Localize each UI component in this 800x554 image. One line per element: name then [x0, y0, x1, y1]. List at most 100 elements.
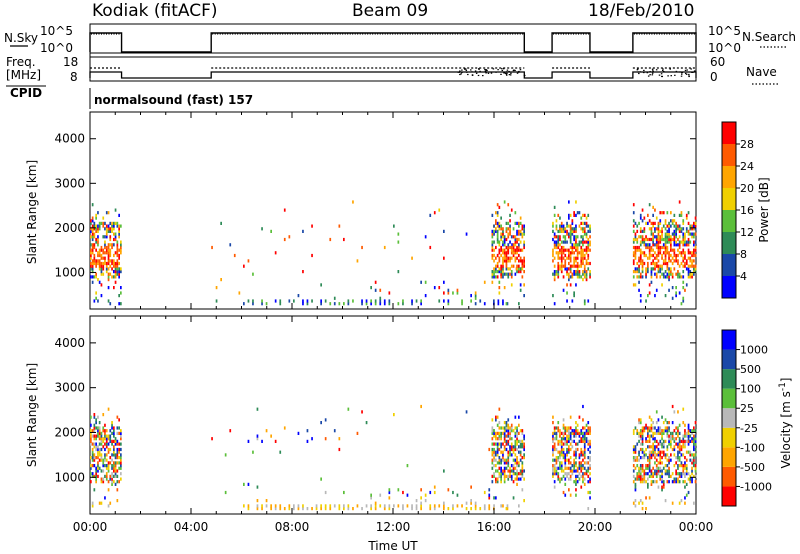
velocity-cell — [568, 426, 570, 430]
power-cell — [91, 275, 94, 279]
power-cell — [514, 259, 517, 263]
velocity-cell — [562, 423, 565, 427]
velocity-cell — [670, 437, 672, 441]
power-cell — [479, 299, 482, 303]
power-cell — [671, 248, 674, 252]
velocity-cell — [650, 456, 653, 460]
velocity-cell — [516, 461, 518, 465]
velocity-cell — [120, 447, 122, 452]
power-cell — [677, 253, 679, 258]
power-cell — [483, 302, 486, 306]
power-cell — [560, 227, 563, 231]
power-cell — [652, 240, 654, 244]
power-cell — [659, 211, 662, 215]
velocity-cell — [589, 490, 591, 495]
velocity-cell — [491, 450, 494, 454]
velocity-cell — [97, 474, 99, 478]
power-cell — [507, 267, 510, 271]
power-cell — [424, 235, 427, 239]
velocity-cell — [664, 464, 667, 468]
power-cell — [111, 245, 113, 250]
velocity-cell — [673, 445, 676, 449]
power-cell — [114, 237, 117, 242]
power-cell — [639, 240, 642, 244]
velocity-cell — [553, 466, 556, 470]
power-cell — [573, 256, 575, 260]
power-cell — [632, 224, 635, 228]
velocity-cell — [557, 442, 560, 446]
power-cell — [91, 243, 94, 247]
velocity-cell — [587, 469, 590, 473]
power-cell — [100, 245, 103, 250]
velocity-cell — [495, 496, 497, 500]
power-cell — [557, 256, 560, 260]
power-cell — [636, 240, 639, 244]
power-cell — [670, 270, 672, 274]
power-cell — [639, 294, 642, 298]
power-cell — [97, 237, 99, 242]
velocity-cell — [668, 442, 670, 446]
velocity-cell — [552, 439, 554, 443]
power-cell — [639, 216, 642, 220]
velocity-cell — [498, 461, 501, 465]
velocity-cell — [564, 426, 567, 430]
velocity-cell — [582, 474, 584, 478]
power-cell — [634, 232, 637, 236]
power-cell — [691, 272, 693, 276]
power-colorbar-band — [722, 166, 736, 188]
power-cell — [568, 248, 570, 252]
power-cell — [666, 229, 669, 233]
velocity-cell — [638, 453, 640, 457]
power-cell — [578, 270, 581, 274]
velocity-cell — [639, 477, 642, 481]
velocity-cell — [100, 477, 103, 481]
velocity-cell — [93, 413, 96, 417]
velocity-cell — [114, 456, 117, 460]
power-cell — [498, 291, 501, 295]
velocity-cell — [370, 493, 372, 497]
power-cell — [647, 221, 649, 225]
power-cell — [502, 267, 504, 271]
velocity-ytick-label: 3000 — [54, 381, 85, 395]
power-cell — [311, 253, 313, 258]
nave-scatter-point — [485, 69, 487, 71]
velocity-cell — [420, 501, 422, 505]
power-cell — [107, 251, 110, 255]
nave-scatter-point — [461, 69, 463, 71]
velocity-cell — [114, 466, 117, 470]
nave-scatter-point — [458, 71, 460, 73]
velocity-cell — [582, 477, 584, 481]
velocity-cell — [95, 418, 97, 422]
velocity-cell — [580, 431, 583, 435]
power-cell — [500, 275, 502, 279]
velocity-cell — [638, 434, 640, 438]
velocity-cell — [109, 434, 112, 438]
velocity-cell — [573, 469, 575, 473]
power-cell — [116, 243, 119, 247]
velocity-cell — [113, 431, 115, 435]
nave-scatter-point — [505, 73, 508, 75]
power-cell — [673, 251, 676, 255]
velocity-cell — [91, 474, 94, 478]
velocity-cell — [514, 442, 517, 446]
velocity-cell — [682, 480, 685, 484]
velocity-cell — [470, 507, 472, 511]
power-cell — [682, 248, 685, 252]
velocity-cell — [654, 456, 656, 460]
velocity-cell — [677, 431, 679, 435]
velocity-cell — [104, 447, 106, 452]
velocity-cell — [647, 429, 649, 433]
velocity-colorbar-band — [722, 349, 736, 370]
power-cell — [657, 224, 660, 228]
velocity-cell — [510, 453, 513, 457]
velocity-cell — [638, 431, 640, 435]
power-cell — [689, 240, 692, 244]
velocity-cell — [552, 447, 554, 452]
velocity-cell — [583, 461, 586, 465]
power-cell — [638, 221, 640, 225]
power-cell — [243, 302, 245, 306]
power-cell — [118, 261, 120, 266]
velocity-cell — [580, 466, 583, 470]
power-cell — [680, 261, 683, 266]
